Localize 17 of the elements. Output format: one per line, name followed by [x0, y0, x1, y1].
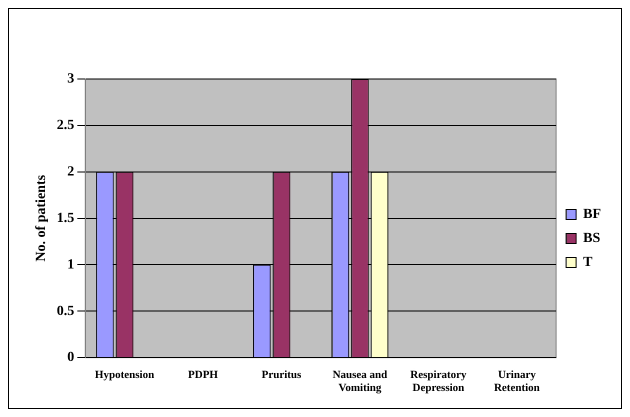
- y-tick-label: 2.5: [56, 118, 74, 134]
- y-tick-label: 2: [67, 164, 74, 180]
- x-tick-label: Urinary Retention: [494, 369, 540, 394]
- y-tick-label: 1.5: [56, 210, 74, 226]
- legend-label: BS: [583, 231, 600, 246]
- x-tick-label: Nausea and Vomiting: [332, 369, 388, 394]
- x-tick-label: PDPH: [188, 369, 218, 382]
- legend-label: T: [583, 255, 594, 270]
- x-tick-label: Pruritus: [262, 369, 302, 382]
- y-tick-label: 0: [67, 350, 74, 366]
- legend-label: BF: [583, 207, 601, 222]
- x-tick-label: Hypotension: [94, 369, 154, 382]
- y-tick-label: 0.5: [56, 304, 74, 319]
- y-axis-title: No. of patients: [34, 174, 50, 262]
- y-tick-label: 3: [67, 72, 74, 87]
- y-tick-label: 1: [67, 257, 74, 272]
- x-tick-label: Respiratory Depression: [410, 369, 468, 394]
